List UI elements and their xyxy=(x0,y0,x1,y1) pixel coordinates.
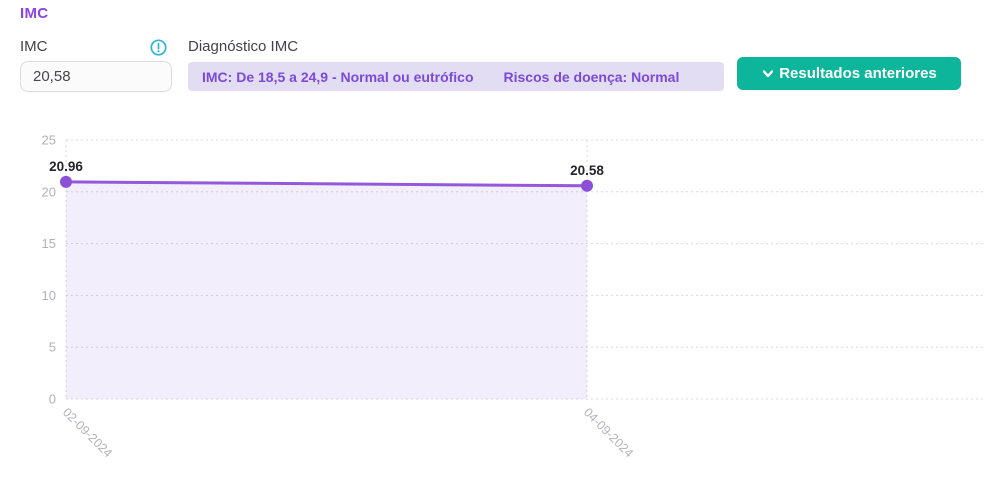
x-axis-tick: 04-09-2024 xyxy=(581,405,636,460)
diagnosis-banner: IMC: De 18,5 a 24,9 - Normal ou eutrófic… xyxy=(188,62,724,91)
diagnosis-risk-text: Riscos de doença: Normal xyxy=(503,68,680,85)
point-value-label: 20.96 xyxy=(49,159,83,174)
previous-results-button[interactable]: Resultados anteriores xyxy=(737,57,961,90)
diagnosis-range-text: IMC: De 18,5 a 24,9 - Normal ou eutrófic… xyxy=(202,68,474,85)
previous-results-label: Resultados anteriores xyxy=(779,65,937,82)
imc-field-label: IMC xyxy=(20,38,48,55)
page-title: IMC xyxy=(20,5,49,22)
x-axis-tick: 02-09-2024 xyxy=(60,405,115,460)
diagnostico-field-label: Diagnóstico IMC xyxy=(188,38,299,55)
y-axis-tick: 5 xyxy=(49,340,56,355)
y-axis-tick: 20 xyxy=(42,184,56,199)
chevron-down-icon xyxy=(763,69,774,77)
y-axis-tick: 10 xyxy=(42,288,56,303)
alert-circle-icon[interactable] xyxy=(150,39,167,56)
y-axis-tick: 25 xyxy=(42,133,56,148)
series-area-fill xyxy=(66,181,587,399)
imc-line-chart: 0 5 10 15 20 25 02-09-2024 04-09-2024 20.96 20.58 xyxy=(42,133,985,460)
point-value-label: 20.58 xyxy=(570,163,604,178)
y-axis-tick: 15 xyxy=(42,236,56,251)
series-line xyxy=(64,180,589,188)
chart-data-point[interactable] xyxy=(60,175,72,188)
chart-data-point[interactable] xyxy=(581,179,593,192)
y-axis-tick: 0 xyxy=(49,392,56,407)
imc-value-input[interactable] xyxy=(20,61,172,92)
